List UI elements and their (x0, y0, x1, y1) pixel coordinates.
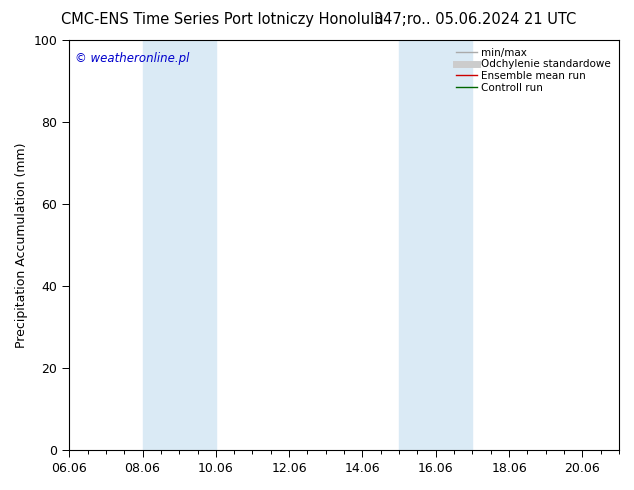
Bar (143, 40, 216, 450)
Y-axis label: Precipitation Accumulation (mm): Precipitation Accumulation (mm) (15, 142, 28, 347)
Text: CMC-ENS Time Series Port lotniczy Honolulu: CMC-ENS Time Series Port lotniczy Honolu… (61, 12, 383, 27)
Text: © weatheronline.pl: © weatheronline.pl (75, 52, 189, 65)
Legend: min/max, Odchylenie standardowe, Ensemble mean run, Controll run: min/max, Odchylenie standardowe, Ensembl… (453, 45, 614, 96)
Bar (399, 40, 472, 450)
Text: 347;ro.. 05.06.2024 21 UTC: 347;ro.. 05.06.2024 21 UTC (374, 12, 577, 27)
